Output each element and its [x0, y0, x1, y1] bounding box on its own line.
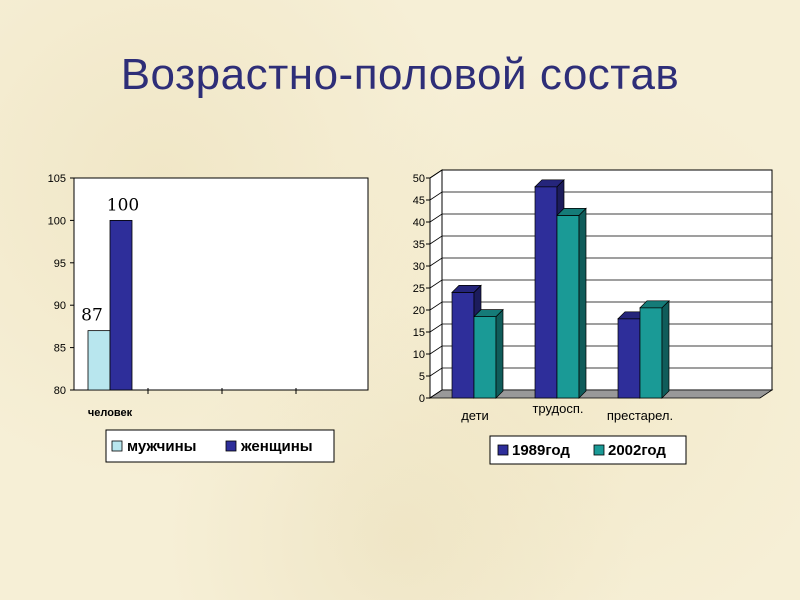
legend-label: 2002год [608, 442, 666, 459]
y-tick-label: 85 [54, 343, 66, 355]
data-label: 87 [81, 306, 103, 326]
legend-box-right [489, 435, 687, 465]
bar-2002год-дети [473, 316, 497, 399]
data-label: 100 [107, 195, 139, 215]
legend-label: женщины [240, 438, 313, 455]
bar-top [534, 179, 565, 188]
bar-top [451, 285, 482, 293]
bar-женщины [109, 219, 133, 391]
x-category-label: престарел. [607, 408, 673, 423]
y-tick-label: 15 [413, 327, 425, 339]
gridline [429, 279, 772, 289]
bar-side [661, 299, 670, 399]
gridline [429, 235, 772, 245]
y-tick-label: 0 [419, 393, 425, 405]
bar-side [578, 207, 587, 399]
y-tick-label: 90 [54, 300, 66, 312]
slide-title: Возрастно-половой состав [120, 50, 680, 99]
x-category-label: дети [461, 408, 489, 423]
y-tick-label: 25 [413, 283, 425, 295]
gridline [429, 169, 772, 179]
gridline [429, 191, 772, 201]
y-tick-label: 105 [48, 173, 66, 185]
bar-1989год-престарел. [617, 318, 641, 399]
y-tick-label: 80 [54, 385, 66, 397]
gridline [429, 213, 772, 223]
legend-swatch [593, 444, 605, 456]
y-tick-label: 10 [413, 349, 425, 361]
bar-2002год-трудосп. [556, 215, 580, 399]
bar-мужчины [87, 330, 111, 391]
y-tick-label: 100 [48, 215, 66, 227]
legend-box-left [105, 429, 335, 463]
bar-2002год-престарел. [639, 307, 663, 399]
legend-swatch [225, 440, 237, 452]
y-tick-label: 20 [413, 305, 425, 317]
gridline [429, 257, 772, 267]
x-category-label: трудосп. [532, 401, 583, 416]
y-tick-label: 50 [413, 173, 425, 185]
legend-label: 1989год [512, 442, 570, 459]
y-tick-label: 40 [413, 217, 425, 229]
y-tick-label: 45 [413, 195, 425, 207]
bar-1989год-дети [451, 292, 475, 399]
y-tick-label: 95 [54, 258, 66, 270]
legend-swatch [497, 444, 509, 456]
bar-side [495, 308, 504, 399]
bar-top [556, 208, 587, 216]
y-tick-label: 35 [413, 239, 425, 251]
legend-label: мужчины [127, 438, 197, 455]
legend-swatch [111, 440, 123, 452]
bar-1989год-трудосп. [534, 186, 558, 399]
bar-top [473, 309, 504, 317]
y-tick-label: 30 [413, 261, 425, 273]
x-category-label: человек [88, 407, 133, 419]
y-tick-label: 5 [419, 371, 425, 383]
bar-top [639, 300, 670, 309]
